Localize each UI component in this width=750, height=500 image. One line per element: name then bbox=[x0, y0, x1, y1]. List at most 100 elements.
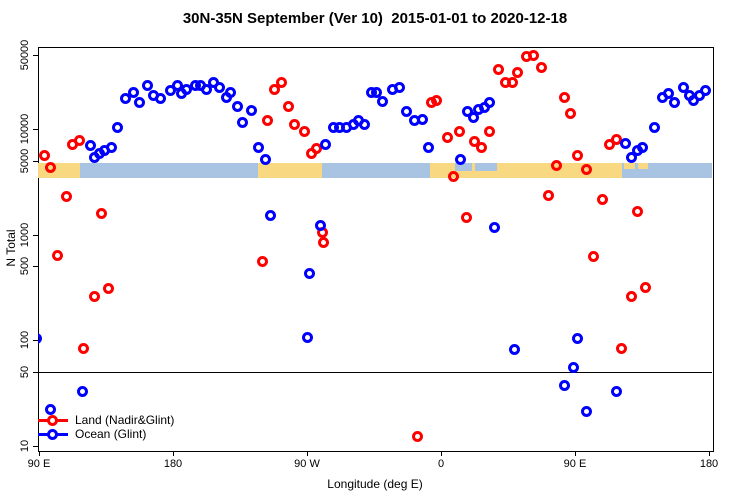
ocean-data-point bbox=[358, 118, 370, 130]
ocean-data-point bbox=[231, 100, 243, 112]
x-tick-mark bbox=[575, 451, 576, 456]
land-data-point bbox=[89, 290, 101, 302]
y-tick-mark bbox=[33, 234, 38, 236]
ocean-data-point bbox=[213, 81, 225, 93]
land-data-point bbox=[44, 162, 56, 174]
ocean-data-point bbox=[225, 87, 237, 99]
y-tick-label: 100 bbox=[19, 331, 31, 350]
y-tick-mark bbox=[33, 340, 38, 342]
y-axis-title: N Total bbox=[4, 229, 18, 267]
ocean-data-point bbox=[377, 95, 389, 107]
ocean-data-point bbox=[626, 152, 638, 164]
ocean-data-point bbox=[245, 105, 257, 117]
x-tick-label: 90 E bbox=[27, 458, 51, 470]
legend-label-land: Land (Nadir&Glint) bbox=[75, 413, 175, 427]
legend-label-ocean: Ocean (Glint) bbox=[75, 427, 147, 441]
land-data-point bbox=[597, 193, 609, 205]
ocean-data-point bbox=[700, 84, 712, 96]
ocean-data-point bbox=[76, 385, 88, 397]
ocean-data-point bbox=[259, 153, 271, 165]
land-data-point bbox=[431, 95, 443, 107]
ocean-data-point bbox=[393, 82, 405, 94]
legend-circle-icon bbox=[47, 428, 58, 440]
y-tick-label: 10 bbox=[19, 439, 31, 453]
map-strip-sea-patch bbox=[454, 163, 472, 172]
ocean-data-point bbox=[468, 112, 480, 124]
ocean-series-marker-icon bbox=[38, 428, 68, 440]
land-data-point bbox=[74, 134, 86, 146]
land-data-point bbox=[484, 125, 496, 137]
ocean-data-point bbox=[417, 113, 429, 125]
y-tick-mark bbox=[33, 266, 38, 268]
plot-area bbox=[38, 47, 712, 450]
land-data-point bbox=[38, 149, 50, 161]
ocean-data-point bbox=[371, 87, 383, 99]
ocean-data-point bbox=[142, 80, 154, 92]
ocean-data-point bbox=[120, 92, 132, 104]
ocean-data-point bbox=[678, 82, 690, 94]
legend-item-land: Land (Nadir&Glint) bbox=[38, 413, 174, 427]
land-data-point bbox=[640, 282, 652, 294]
land-data-point bbox=[454, 125, 466, 137]
y-tick-label: 50 bbox=[19, 365, 31, 379]
ocean-data-point bbox=[637, 141, 649, 153]
land-data-point bbox=[469, 135, 481, 147]
land-data-point bbox=[96, 207, 108, 219]
land-data-point bbox=[559, 91, 571, 103]
land-data-point bbox=[61, 191, 73, 203]
ocean-data-point bbox=[611, 385, 623, 397]
x-tick-label: 180 bbox=[699, 458, 719, 470]
ocean-data-point bbox=[423, 141, 435, 153]
land-data-point bbox=[283, 100, 295, 112]
ocean-data-point bbox=[401, 106, 413, 118]
land-data-point bbox=[442, 131, 454, 143]
land-data-point bbox=[506, 76, 518, 88]
legend-circle-icon bbox=[47, 414, 58, 426]
land-data-point bbox=[581, 163, 593, 175]
x-tick-label: 0 bbox=[437, 458, 445, 470]
land-data-point bbox=[572, 149, 584, 161]
x-tick-mark bbox=[709, 451, 710, 456]
land-data-point bbox=[318, 236, 330, 248]
map-strip-island-patch bbox=[637, 163, 648, 170]
map-strip-sea-patch bbox=[474, 163, 497, 172]
y-tick-label: 500 bbox=[19, 257, 31, 276]
x-tick-label: 180 bbox=[163, 458, 183, 470]
ocean-data-point bbox=[488, 221, 500, 233]
plot-box bbox=[38, 47, 714, 452]
ocean-data-point bbox=[620, 137, 632, 149]
land-data-point bbox=[565, 107, 577, 119]
land-data-point bbox=[103, 283, 115, 295]
land-data-point bbox=[536, 62, 548, 74]
ocean-data-point bbox=[320, 138, 332, 150]
land-data-point bbox=[448, 171, 460, 183]
map-strip-island-patch bbox=[624, 163, 635, 170]
ocean-data-point bbox=[237, 117, 249, 129]
ocean-data-point bbox=[200, 83, 212, 95]
ocean-data-point bbox=[111, 121, 123, 133]
x-axis-title: Longitude (deg E) bbox=[327, 477, 423, 491]
land-data-point bbox=[551, 159, 563, 171]
land-data-point bbox=[276, 76, 288, 88]
ocean-data-point bbox=[84, 139, 96, 151]
ocean-data-point bbox=[509, 344, 521, 356]
y-tick-mark bbox=[33, 160, 38, 162]
y-tick-mark bbox=[33, 55, 38, 57]
ocean-data-point bbox=[133, 97, 145, 109]
y-tick-label: 50000 bbox=[19, 39, 31, 71]
y-tick-mark bbox=[33, 372, 38, 374]
ocean-data-point bbox=[581, 406, 593, 418]
ocean-data-point bbox=[315, 219, 327, 231]
land-data-point bbox=[461, 212, 473, 224]
chart-title: 30N-35N September (Ver 10) 2015-01-01 to… bbox=[182, 10, 568, 27]
ocean-data-point bbox=[155, 93, 167, 105]
ocean-data-point bbox=[462, 106, 474, 118]
reference-line-50 bbox=[38, 372, 712, 374]
land-data-point bbox=[512, 66, 524, 78]
ocean-data-point bbox=[253, 141, 265, 153]
land-data-point bbox=[588, 250, 600, 262]
land-data-point bbox=[543, 190, 555, 202]
land-series-marker-icon bbox=[38, 414, 68, 426]
ocean-data-point bbox=[105, 141, 117, 153]
land-data-point bbox=[269, 83, 281, 95]
